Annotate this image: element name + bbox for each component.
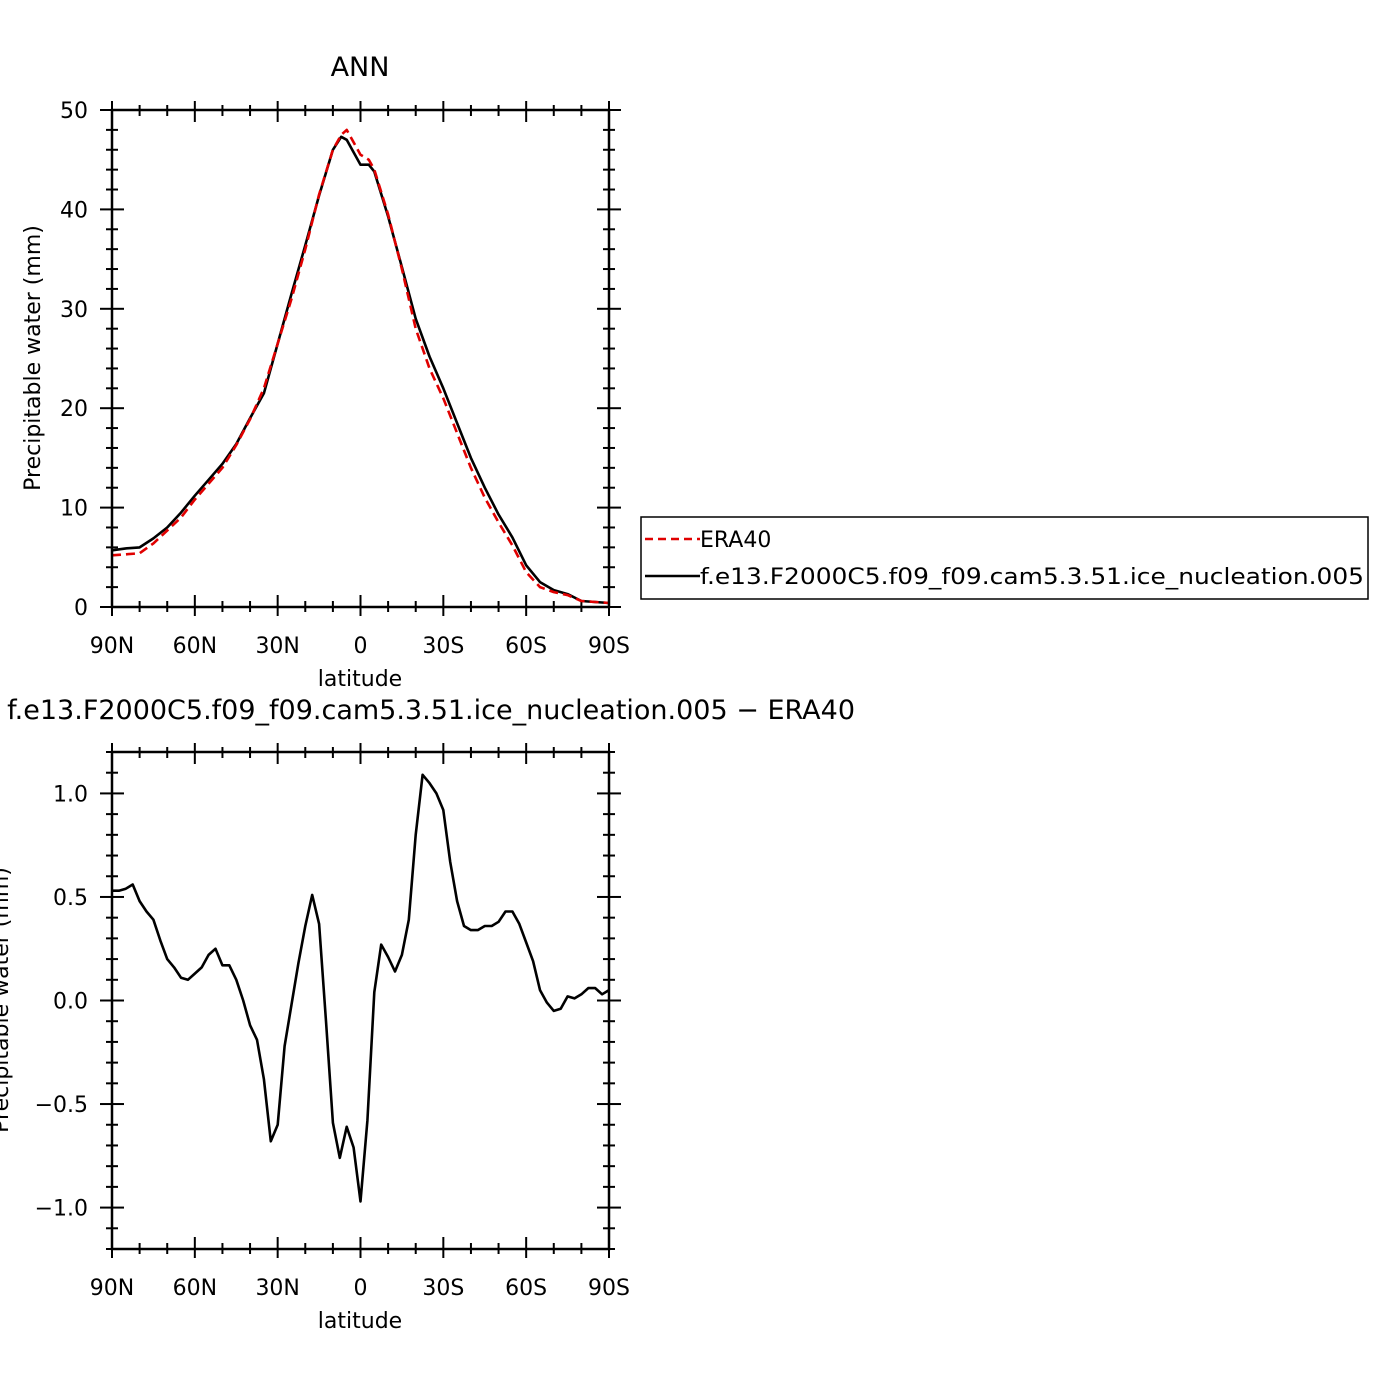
bottom-y-tick-label: −1.0 (35, 1197, 88, 1222)
top-y-tick-label: 0 (74, 596, 88, 621)
bottom-x-tick-label: 30N (255, 1276, 299, 1301)
top-x-tick-label: 90N (90, 634, 134, 659)
top-y-axis-label: Precipitable water (mm) (21, 225, 46, 491)
top-x-axis-label: latitude (318, 667, 402, 692)
bottom-chart-title: f.e13.F2000C5.f09_f09.cam5.3.51.ice_nucl… (7, 695, 855, 726)
bottom-y-tick-label: 1.0 (53, 782, 88, 807)
top-y-tick-label: 20 (60, 397, 88, 422)
bottom-x-tick-label: 90N (90, 1276, 134, 1301)
top-chart-title: ANN (331, 52, 390, 83)
bottom-series-line-0 (112, 773, 610, 1203)
legend-model-label: f.e13.F2000C5.f09_f09.cam5.3.51.ice_nucl… (700, 565, 1364, 590)
top-y-tick-label: 30 (60, 298, 88, 323)
top-x-tick-label: 90S (588, 634, 630, 659)
bottom-x-tick-label: 60S (505, 1276, 547, 1301)
top-x-tick-label: 30S (422, 634, 464, 659)
top-series-line-0 (111, 128, 610, 605)
top-x-tick-label: 60N (173, 634, 217, 659)
legend: ERA40 f.e13.F2000C5.f09_f09.cam5.3.51.ic… (640, 516, 1369, 600)
bottom-y-tick-label: −0.5 (35, 1093, 88, 1118)
bottom-x-tick-label: 0 (354, 1276, 368, 1301)
top-series-line-1 (111, 135, 610, 605)
bottom-x-tick-label: 60N (173, 1276, 217, 1301)
bottom-y-tick-label: 0.0 (53, 990, 88, 1015)
top-x-tick-label: 60S (505, 634, 547, 659)
top-plot-frame (110, 108, 611, 609)
top-y-tick-label: 40 (60, 198, 88, 223)
top-x-tick-label: 30N (255, 634, 299, 659)
legend-era40-label: ERA40 (700, 528, 771, 553)
bottom-y-axis-label: Precipitable water (mm) (0, 867, 14, 1133)
bottom-x-tick-label: 90S (588, 1276, 630, 1301)
bottom-plot-frame (110, 750, 611, 1251)
top-y-tick-label: 50 (60, 99, 88, 124)
top-y-tick-label: 10 (60, 497, 88, 522)
legend-box (640, 516, 1369, 600)
top-x-tick-label: 0 (354, 634, 368, 659)
bottom-y-tick-label: 0.5 (53, 886, 88, 911)
bottom-panel: f.e13.F2000C5.f09_f09.cam5.3.51.ice_nucl… (0, 695, 855, 1334)
bottom-x-tick-label: 30S (422, 1276, 464, 1301)
top-panel: ANN 90N 60N 30N 0 30S 60S 90S 0 10 20 30 40 50 latit… (21, 52, 630, 692)
bottom-x-axis-label: latitude (318, 1309, 402, 1334)
